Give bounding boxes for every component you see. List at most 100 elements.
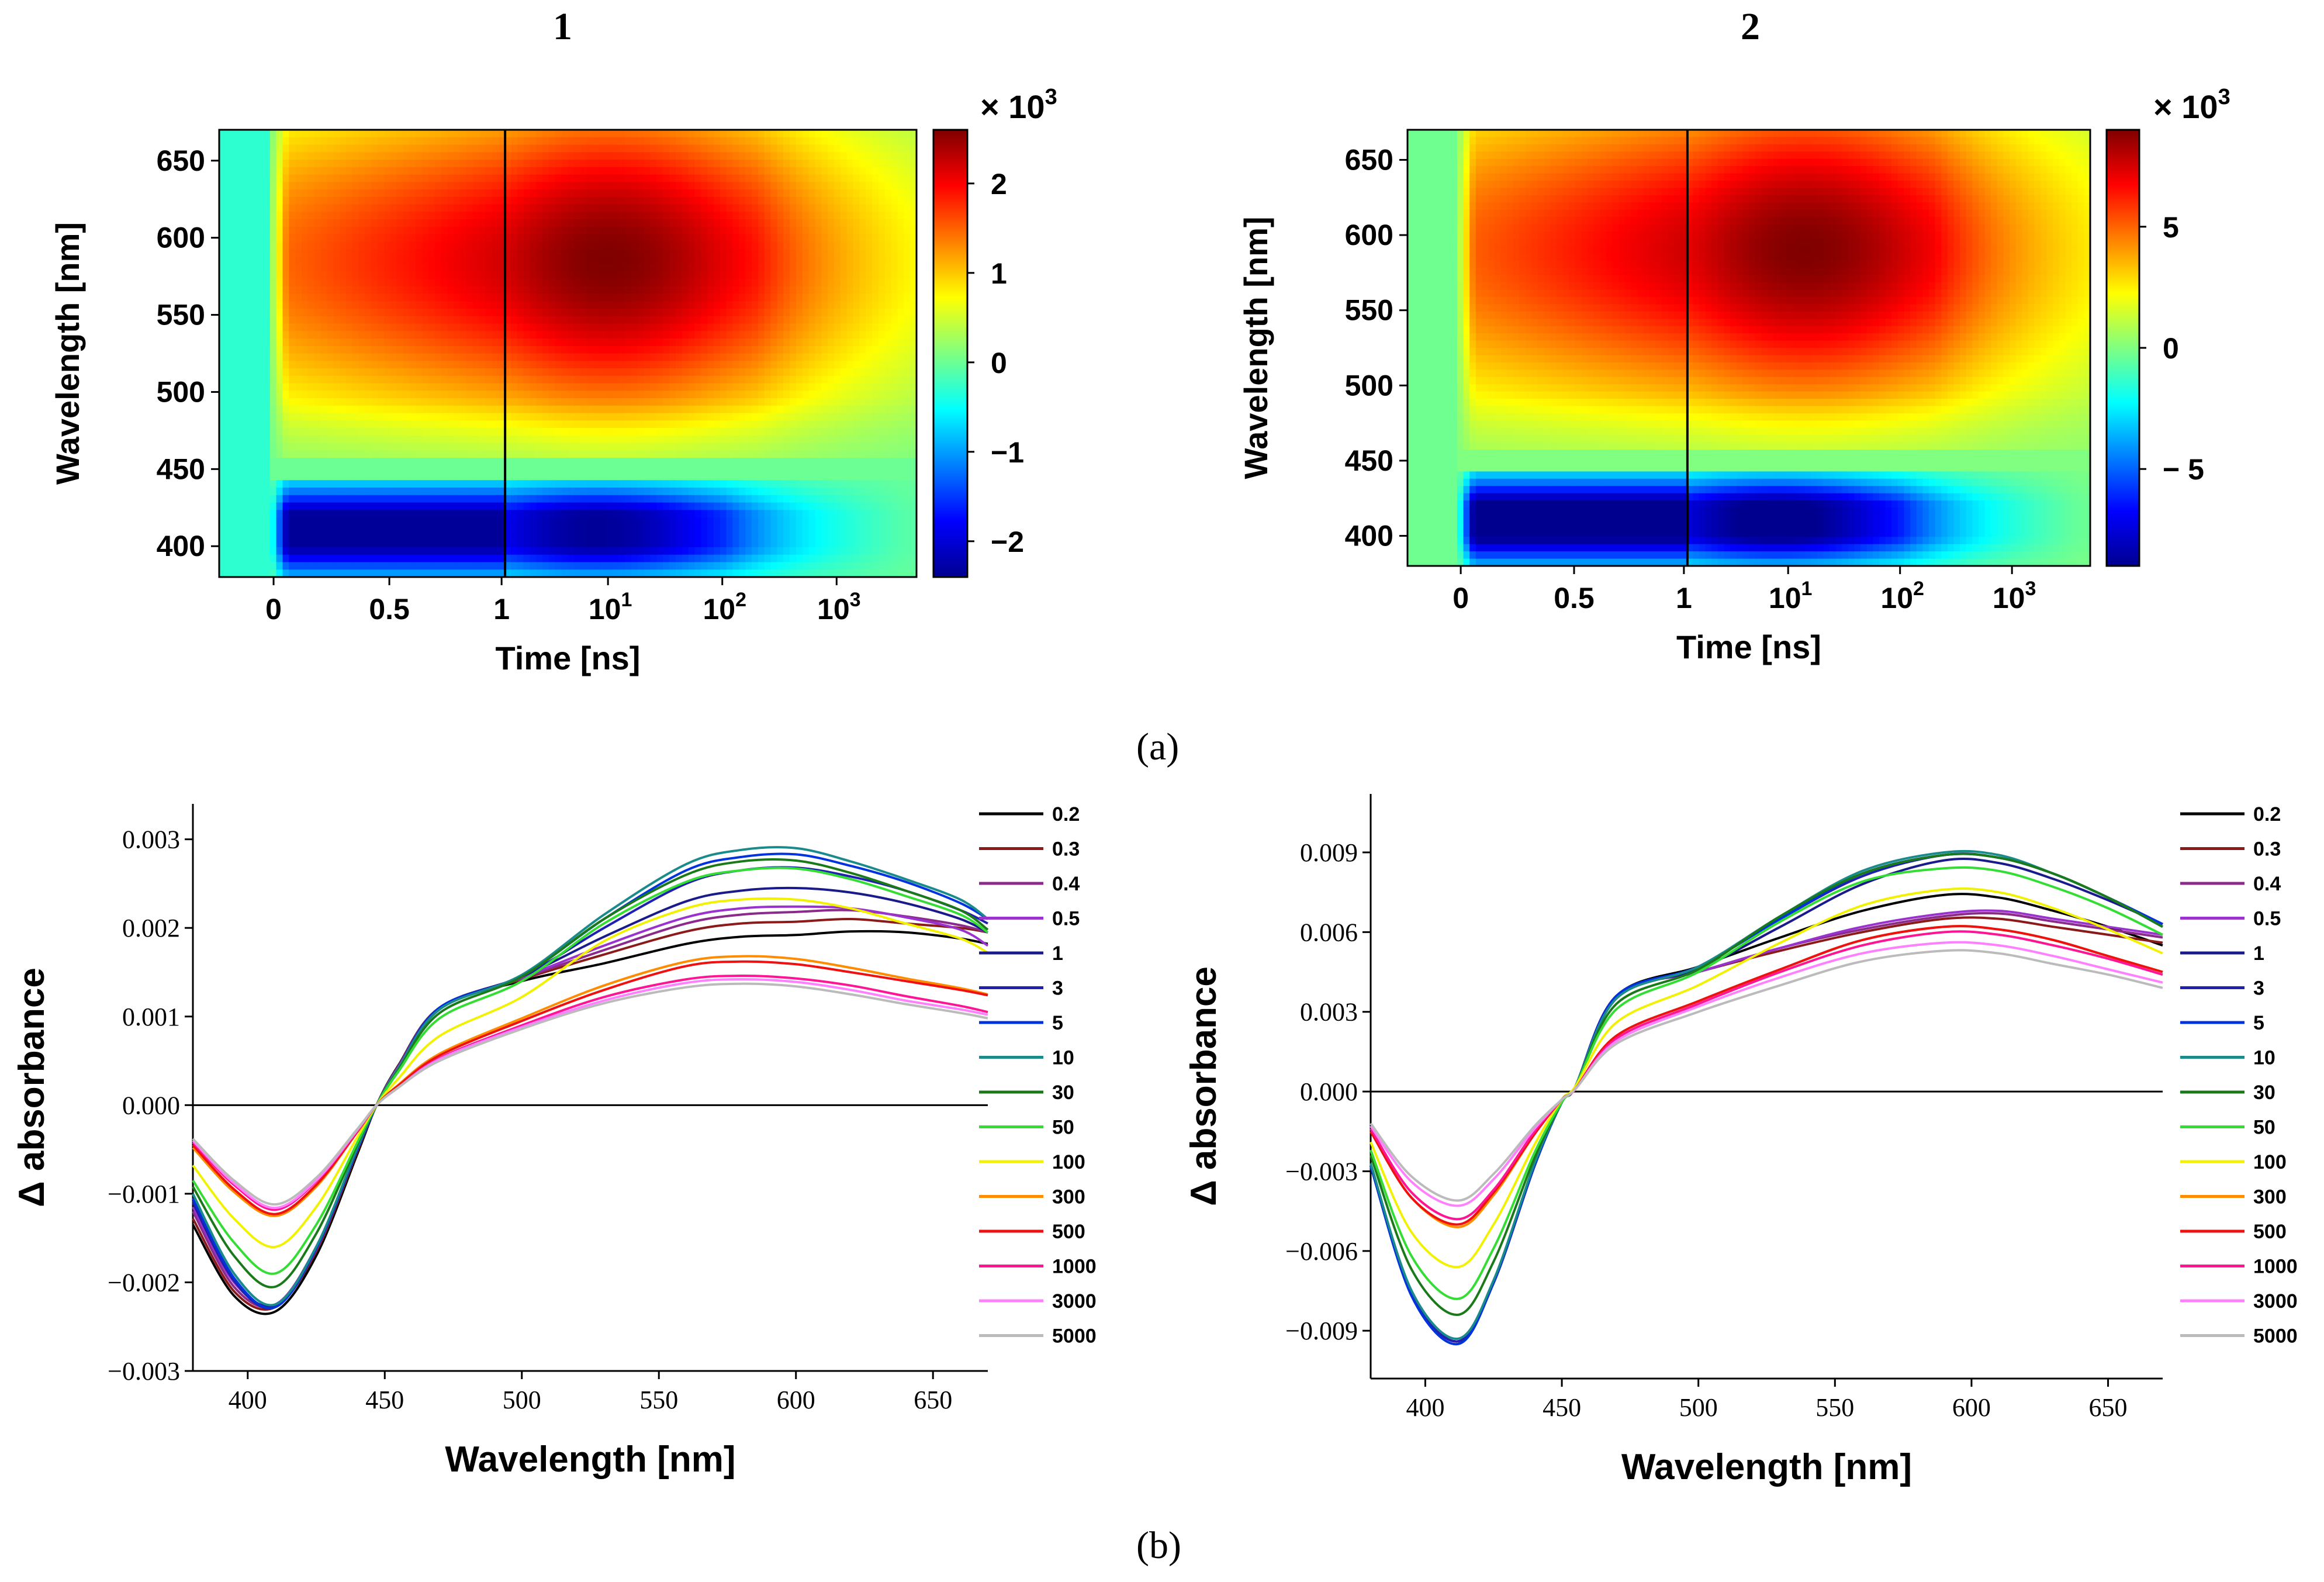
heatmap-cell	[650, 495, 658, 503]
heatmap-cell	[675, 249, 683, 257]
heatmap-cell	[314, 167, 321, 175]
heatmap-cell	[302, 137, 309, 146]
heatmap-cell	[403, 562, 410, 571]
heatmap-cell	[251, 495, 258, 503]
heatmap-cell	[612, 323, 619, 332]
heatmap-cell	[530, 219, 537, 227]
heatmap-cell	[320, 480, 328, 488]
heatmap-cell	[669, 286, 676, 295]
heatmap-cell	[574, 226, 581, 235]
heatmap-cell	[675, 144, 683, 153]
heatmap-cell	[365, 532, 372, 541]
heatmap-cell	[225, 488, 233, 496]
heatmap-cell	[549, 174, 556, 183]
heatmap-cell	[599, 309, 607, 317]
heatmap-cell	[352, 458, 359, 466]
heatmap-cell	[302, 316, 309, 324]
heatmap-cell	[257, 182, 264, 190]
heatmap-cell	[289, 174, 296, 183]
heatmap-cell	[656, 331, 663, 339]
heatmap-cell	[378, 144, 385, 153]
heatmap-cell	[707, 137, 714, 146]
heatmap-cell	[295, 480, 302, 488]
heatmap-cell	[409, 420, 416, 429]
heatmap-cell	[466, 346, 473, 354]
heatmap-cell	[707, 189, 714, 198]
heatmap-cell	[599, 420, 607, 429]
heatmap-cell	[396, 398, 404, 406]
heatmap-cell	[612, 420, 619, 429]
heatmap-cell	[378, 495, 385, 503]
heatmap-cell	[701, 495, 708, 503]
heatmap-cell	[625, 323, 632, 332]
heatmap-cell	[625, 413, 632, 422]
heatmap-cell	[492, 256, 499, 265]
heatmap-cell	[656, 413, 663, 422]
heatmap-cell	[650, 271, 658, 279]
heatmap-cell	[618, 346, 625, 354]
heatmap-cell	[618, 435, 625, 444]
heatmap-cell	[504, 517, 511, 526]
heatmap-cell	[472, 256, 480, 265]
heatmap-cell	[650, 443, 658, 451]
heatmap-cell	[637, 391, 645, 399]
heatmap-cell	[694, 174, 701, 183]
heatmap-cell	[231, 472, 239, 481]
heatmap-cell	[238, 331, 245, 339]
heatmap-cell	[358, 182, 366, 190]
heatmap-cell	[713, 375, 721, 384]
heatmap-cell	[694, 428, 701, 436]
heatmap-cell	[219, 488, 226, 496]
heatmap-cell	[644, 465, 651, 474]
heatmap-cell	[378, 383, 385, 392]
heatmap-cell	[282, 375, 290, 384]
heatmap-cell	[625, 502, 632, 511]
heatmap-cell	[434, 204, 442, 213]
heatmap-cell	[352, 472, 359, 481]
heatmap-cell	[612, 517, 619, 526]
heatmap-cell	[225, 256, 233, 265]
heatmap-cell	[390, 353, 397, 362]
heatmap-cell	[371, 413, 378, 422]
heatmap-cell	[238, 472, 245, 481]
heatmap-cell	[549, 144, 556, 153]
heatmap-cell	[720, 323, 727, 332]
heatmap-cell	[302, 383, 309, 392]
heatmap-cell	[479, 532, 486, 541]
heatmap-cell	[479, 510, 486, 518]
heatmap-cell	[530, 458, 537, 466]
heatmap-cell	[612, 256, 619, 265]
heatmap-cell	[492, 465, 499, 474]
heatmap-cell	[713, 450, 721, 458]
heatmap-cell	[454, 264, 461, 272]
heatmap-cell	[384, 435, 391, 444]
heatmap-cell	[656, 383, 663, 392]
heatmap-cell	[244, 488, 251, 496]
heatmap-cell	[574, 465, 581, 474]
heatmap-cell	[466, 375, 473, 384]
heatmap-cell	[688, 517, 696, 526]
heatmap-cell	[390, 137, 397, 146]
heatmap-cell	[396, 249, 404, 257]
heatmap-cell	[396, 562, 404, 571]
heatmap-cell	[276, 540, 283, 548]
heatmap-cell	[580, 130, 587, 138]
heatmap-cell	[523, 569, 531, 578]
heatmap-cell	[555, 279, 562, 287]
heatmap-cell	[269, 338, 277, 347]
heatmap-cell	[365, 368, 372, 376]
heatmap-cell	[510, 510, 518, 518]
heatmap-cell	[345, 562, 353, 571]
heatmap-cell	[352, 450, 359, 458]
heatmap-cell	[739, 524, 746, 533]
heatmap-cell	[549, 338, 556, 347]
heatmap-cell	[320, 524, 328, 533]
heatmap-cell	[251, 130, 258, 138]
heatmap-cell	[251, 241, 258, 250]
heatmap-cell	[320, 540, 328, 548]
heatmap-cell	[219, 271, 226, 279]
heatmap-cell	[263, 502, 271, 511]
heatmap-cell	[549, 383, 556, 392]
heatmap-cell	[568, 249, 575, 257]
heatmap-cell	[618, 375, 625, 384]
